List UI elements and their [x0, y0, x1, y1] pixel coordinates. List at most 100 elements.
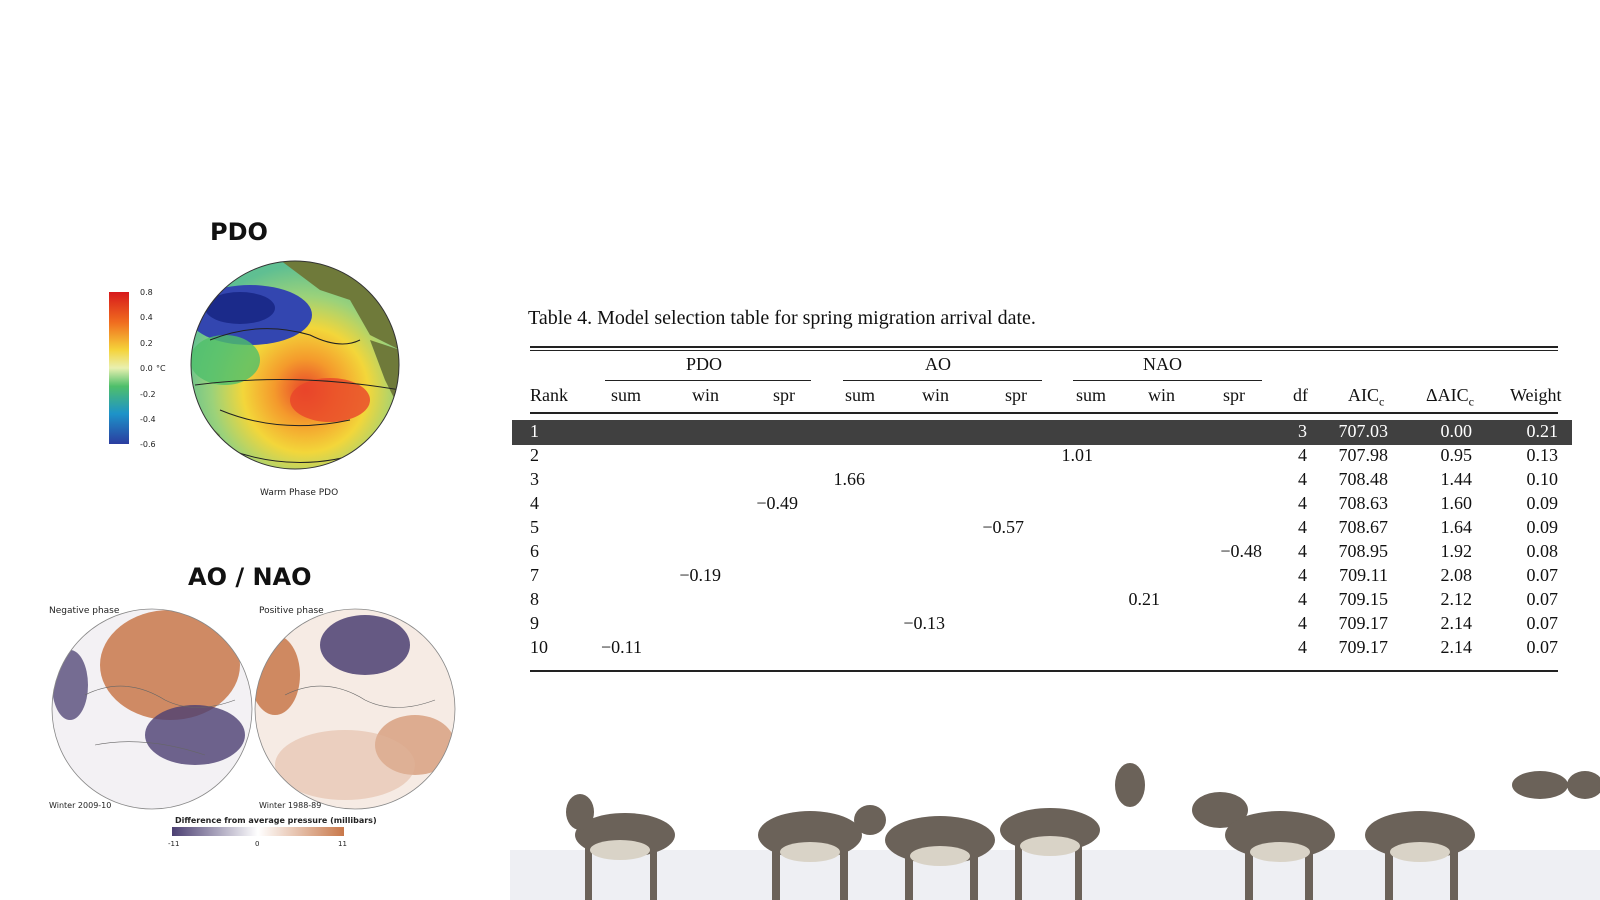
row-df: 4 [1298, 613, 1307, 633]
reindeer-photo [510, 740, 1600, 900]
row-df: 4 [1298, 541, 1307, 561]
group-underline [605, 380, 811, 381]
table-header-rule [530, 412, 1558, 414]
row-delta-aicc: 1.60 [1440, 493, 1473, 513]
row-rank: 5 [530, 517, 539, 537]
column-header-rank: Rank [530, 385, 568, 405]
row-rank: 1 [530, 421, 539, 441]
row-weight: 0.09 [1526, 493, 1559, 513]
ao-positive-winter: Winter 1988-89 [259, 801, 321, 810]
ao-nao-title: AO / NAO [188, 563, 312, 591]
row-delta-aicc: 2.12 [1440, 589, 1473, 609]
row-value: 1.01 [1061, 445, 1094, 465]
pdo-scale-tick: 0.2 [140, 339, 153, 348]
column-header-pdo-sum: sum [611, 385, 642, 405]
row-df: 4 [1298, 493, 1307, 513]
row-weight: 0.07 [1526, 637, 1559, 657]
aic-subscript: c [1379, 394, 1385, 409]
pdo-scale-tick: 0.0 [140, 364, 153, 373]
row-delta-aicc: 2.08 [1440, 565, 1473, 585]
row-value: −0.49 [756, 493, 798, 513]
row-weight: 0.21 [1526, 421, 1559, 441]
column-header-ao-win: win [922, 385, 949, 405]
row-aicc: 709.11 [1339, 565, 1388, 585]
row-df: 3 [1298, 421, 1307, 441]
ao-scale-tick: -11 [168, 840, 179, 848]
row-weight: 0.13 [1526, 445, 1559, 465]
row-rank: 7 [530, 565, 539, 585]
ao-negative-globe [52, 609, 252, 809]
highlighted-row [512, 420, 1572, 445]
pdo-caption: Warm Phase PDO [260, 488, 338, 498]
row-aicc: 707.03 [1338, 421, 1389, 441]
group-header-pdo: PDO [686, 354, 723, 374]
ao-scale-tick: 11 [338, 840, 347, 848]
ao-nao-figure: Negative phase Positive phase Winter 200… [49, 606, 456, 848]
group-underline [843, 380, 1042, 381]
row-rank: 2 [530, 445, 539, 465]
row-value: −0.13 [903, 613, 945, 633]
column-header-aicc: AICc [1348, 385, 1384, 410]
column-header-weight: Weight [1510, 385, 1562, 405]
row-delta-aicc: 0.00 [1440, 421, 1473, 441]
ao-scale-tick: 0 [255, 840, 259, 848]
row-aicc: 708.63 [1338, 493, 1389, 513]
pdo-scale-tick: -0.6 [140, 440, 156, 449]
ao-colorbar [172, 827, 344, 836]
row-df: 4 [1298, 589, 1307, 609]
row-aicc: 707.98 [1338, 445, 1389, 465]
row-delta-aicc: 1.44 [1440, 469, 1473, 489]
ao-scale-title: Difference from average pressure (millib… [175, 816, 377, 825]
row-value: −0.48 [1220, 541, 1262, 561]
row-aicc: 708.67 [1338, 517, 1389, 537]
row-rank: 3 [530, 469, 539, 489]
row-weight: 0.07 [1526, 613, 1559, 633]
delta-aic-label: ΔAIC [1426, 385, 1469, 405]
column-header-nao-spr: spr [1223, 385, 1245, 405]
row-df: 4 [1298, 445, 1307, 465]
row-rank: 8 [530, 589, 539, 609]
column-header-delta-aicc: ΔAICc [1426, 385, 1474, 410]
column-header-ao-sum: sum [845, 385, 876, 405]
row-value: 1.66 [833, 469, 866, 489]
row-df: 4 [1298, 517, 1307, 537]
row-value: 0.21 [1128, 589, 1161, 609]
row-df: 4 [1298, 637, 1307, 657]
group-header-nao: NAO [1143, 354, 1182, 374]
row-df: 4 [1298, 469, 1307, 489]
column-header-pdo-spr: spr [773, 385, 795, 405]
column-header-df: df [1293, 385, 1308, 405]
row-delta-aicc: 2.14 [1440, 637, 1473, 657]
table-top-rule [530, 350, 1558, 351]
column-header-nao-sum: sum [1076, 385, 1107, 405]
row-df: 4 [1298, 565, 1307, 585]
pdo-figure: 0.8 0.4 0.2 0.0 °C -0.2 -0.4 -0.6 Warm P… [109, 260, 400, 498]
column-header-nao-win: win [1148, 385, 1175, 405]
row-rank: 9 [530, 613, 539, 633]
delta-aic-subscript: c [1468, 394, 1474, 409]
pdo-title: PDO [210, 218, 268, 246]
row-rank: 10 [530, 637, 548, 657]
row-weight: 0.09 [1526, 517, 1559, 537]
ao-negative-label: Negative phase [49, 606, 120, 616]
row-aicc: 708.95 [1338, 541, 1389, 561]
row-delta-aicc: 1.92 [1440, 541, 1473, 561]
table-caption: Table 4. Model selection table for sprin… [528, 307, 1036, 329]
table-bottom-rule [530, 670, 1558, 672]
ao-positive-label: Positive phase [259, 606, 324, 616]
pdo-scale-tick: 0.8 [140, 288, 153, 297]
row-delta-aicc: 0.95 [1440, 445, 1473, 465]
row-weight: 0.10 [1526, 469, 1559, 489]
pdo-colorbar [109, 292, 129, 444]
column-header-ao-spr: spr [1005, 385, 1027, 405]
group-header-ao: AO [925, 354, 951, 374]
pdo-scale-tick: -0.2 [140, 390, 156, 399]
row-value: −0.11 [601, 637, 642, 657]
row-delta-aicc: 2.14 [1440, 613, 1473, 633]
ao-negative-winter: Winter 2009-10 [49, 801, 111, 810]
pdo-scale-unit: °C [156, 364, 166, 373]
row-delta-aicc: 1.64 [1440, 517, 1473, 537]
row-weight: 0.07 [1526, 589, 1559, 609]
row-aicc: 709.17 [1338, 613, 1389, 633]
row-value: −0.57 [982, 517, 1024, 537]
